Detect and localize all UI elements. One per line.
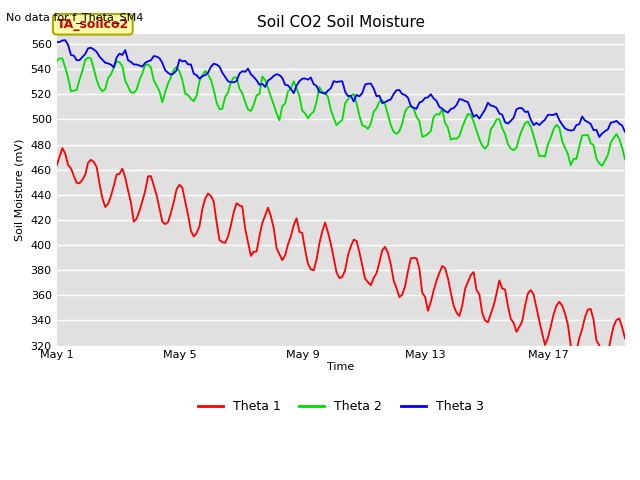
Legend: Theta 1, Theta 2, Theta 3: Theta 1, Theta 2, Theta 3 [193, 396, 489, 419]
Y-axis label: Soil Moisture (mV): Soil Moisture (mV) [15, 139, 25, 241]
X-axis label: Time: Time [327, 362, 355, 372]
Text: TA_soilco2: TA_soilco2 [57, 18, 129, 31]
Title: Soil CO2 Soil Moisture: Soil CO2 Soil Moisture [257, 15, 425, 30]
Text: No data for f_Theta_SM4: No data for f_Theta_SM4 [6, 12, 144, 23]
